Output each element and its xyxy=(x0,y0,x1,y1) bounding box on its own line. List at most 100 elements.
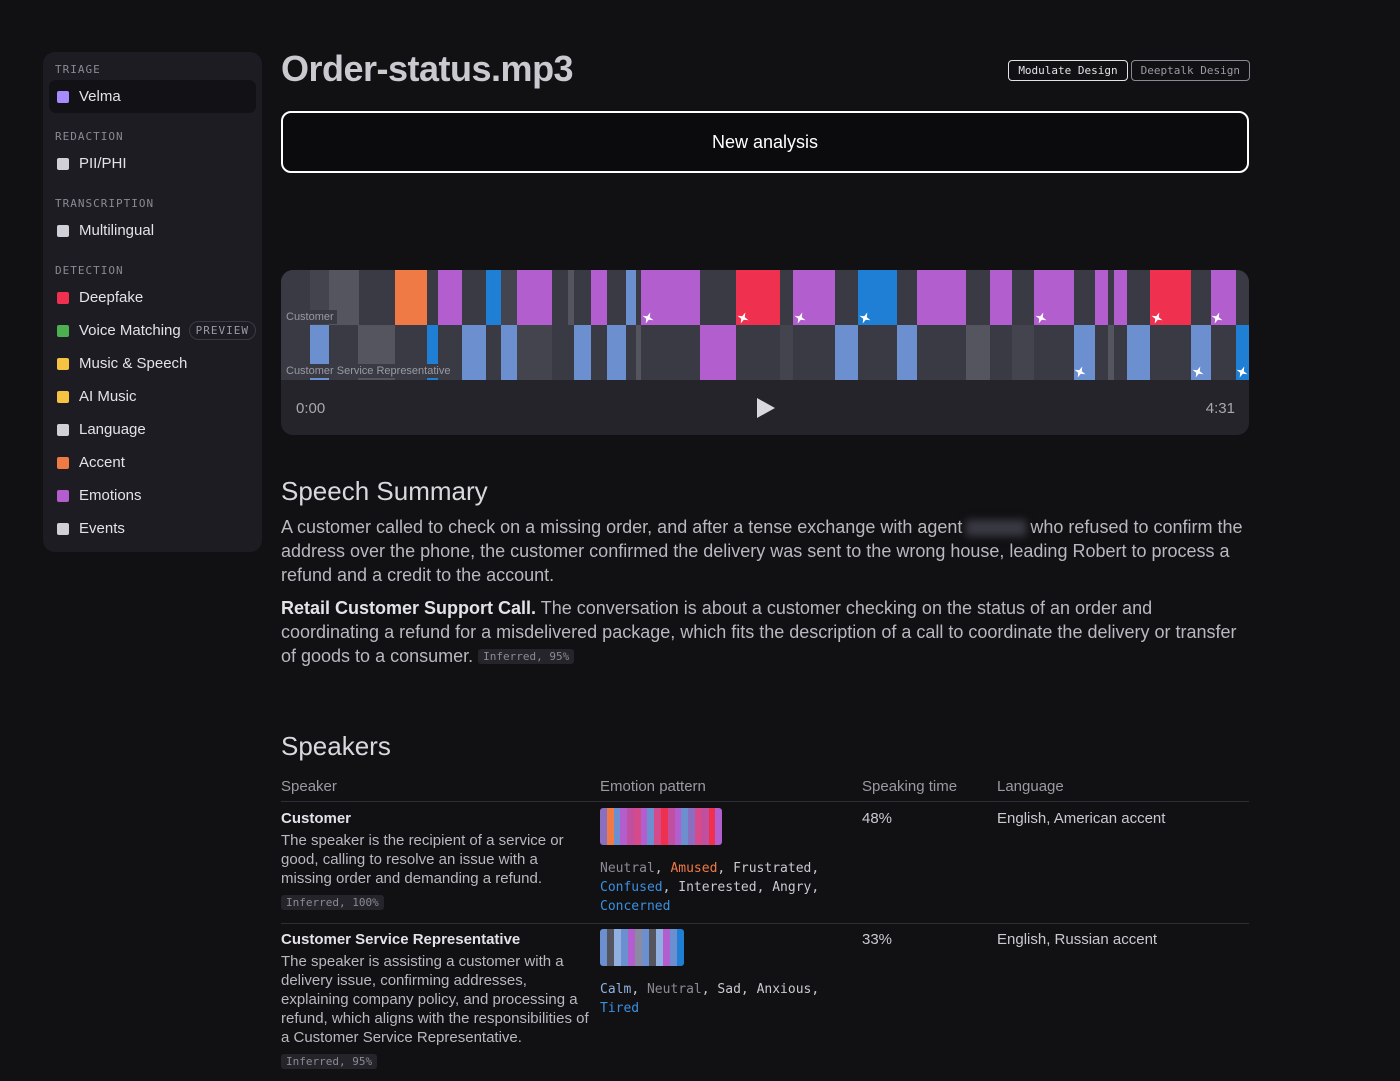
segment xyxy=(966,325,990,380)
emotion-stripe xyxy=(667,808,675,845)
segment xyxy=(641,325,700,380)
segment xyxy=(1211,325,1236,380)
sidebar: TRIAGE Velma REDACTION PII/PHI TRANSCRIPTION… xyxy=(43,52,262,552)
emotion-stripe xyxy=(670,929,677,966)
icon xyxy=(57,390,69,403)
play-button[interactable] xyxy=(755,397,777,419)
segment xyxy=(1191,270,1211,325)
section-title: TRANSCRIPTION xyxy=(55,197,155,210)
segment xyxy=(486,270,501,325)
icon xyxy=(57,90,69,103)
segment xyxy=(990,325,1012,380)
text: who refused to confirm the address over … xyxy=(281,517,1243,585)
nav-item[interactable]: AI Music xyxy=(49,380,256,413)
nav-label: Music & Speech xyxy=(79,355,188,372)
emotion-list: CalmNeutralSadAnxious Tired xyxy=(600,980,830,1018)
summary-paragraph: A customer called to check on a missing … xyxy=(281,515,1249,587)
nav-item[interactable]: Multilingual xyxy=(49,214,256,247)
segment xyxy=(1191,325,1211,380)
segment xyxy=(438,270,462,325)
column-header: Language xyxy=(997,778,1064,795)
summary-paragraph: Retail Customer Support Call. The conver… xyxy=(281,596,1249,669)
segment xyxy=(636,270,641,325)
nav-item[interactable]: PII/PHI xyxy=(49,147,256,180)
emotion-stripe xyxy=(613,808,621,845)
emotion-cell: NeutralAmusedFrustrated ConfusedIntereste… xyxy=(600,808,830,916)
emotion: Interested xyxy=(678,880,772,895)
section-heading: Speech Summary xyxy=(281,476,488,506)
segment xyxy=(591,270,607,325)
lead: Retail Customer Support Call. xyxy=(281,598,537,618)
icon xyxy=(57,291,69,304)
emotion: Concerned xyxy=(600,899,671,914)
design-tabs: Modulate Design Deeptalk Design xyxy=(1008,60,1250,81)
section-title: TRIAGE xyxy=(55,63,101,76)
emotion-stripe xyxy=(606,808,614,845)
segment xyxy=(1114,325,1127,380)
segment xyxy=(793,325,835,380)
emotion-stripe xyxy=(642,929,649,966)
inferred-badge: Inferred, 95% xyxy=(478,649,575,665)
segment xyxy=(462,270,486,325)
nav-item[interactable]: Voice Matching PREVIEW xyxy=(49,314,256,347)
text: The conversation is about a customer che… xyxy=(281,598,1237,666)
event-marker xyxy=(642,312,654,324)
segment xyxy=(897,270,917,325)
icon xyxy=(57,423,69,436)
nav-label: Emotions xyxy=(79,487,142,504)
segment xyxy=(1127,270,1150,325)
emotion-stripe xyxy=(701,808,709,845)
segment xyxy=(1127,325,1150,380)
segment xyxy=(700,270,736,325)
emotion: Neutral xyxy=(600,861,670,876)
nav-item[interactable]: Deepfake xyxy=(49,281,256,314)
section-heading: Speakers xyxy=(281,731,391,761)
emotion-stripe xyxy=(715,808,722,845)
emotion: Anxious xyxy=(757,982,820,997)
tab[interactable]: Modulate Design xyxy=(1008,60,1128,81)
segment xyxy=(574,325,591,380)
start-time: 0:00 xyxy=(296,400,326,417)
nav-item[interactable]: Music & Speech xyxy=(49,347,256,380)
column-header: Speaker xyxy=(281,778,337,795)
emotion-stripe xyxy=(656,929,663,966)
lane-label: Customer Service Representative xyxy=(283,364,454,378)
audio-player: Customer Customer Service Representative… xyxy=(281,270,1249,435)
segment xyxy=(858,325,897,380)
segment xyxy=(1114,270,1127,325)
segment xyxy=(1012,270,1034,325)
segment xyxy=(427,325,438,380)
segment xyxy=(835,325,858,380)
segment xyxy=(1211,270,1236,325)
emotion-bar xyxy=(600,808,722,845)
emotion-stripe xyxy=(628,929,635,966)
tab[interactable]: Deeptalk Design xyxy=(1130,60,1250,81)
nav-label: Deepfake xyxy=(79,289,144,306)
icon xyxy=(57,489,69,502)
emotion-stripe xyxy=(708,808,716,845)
nav-item[interactable]: Language xyxy=(49,413,256,446)
nav-item[interactable]: Accent xyxy=(49,446,256,479)
speaker-cell: Customer Service Representative The speak… xyxy=(281,931,591,1071)
emotion-stripe xyxy=(663,929,670,966)
nav-item[interactable]: Events xyxy=(49,512,256,545)
new-analysis-button[interactable]: New analysis xyxy=(281,111,1249,173)
speaker-description: The speaker is assisting a customer with… xyxy=(281,953,589,1046)
emotion-cell: CalmNeutralSadAnxious Tired xyxy=(600,929,830,1018)
column-header: Speaking time xyxy=(862,778,958,795)
emotion: Tired xyxy=(600,1001,640,1016)
nav-label: Velma xyxy=(79,88,121,105)
segment xyxy=(607,325,626,380)
preview-badge: PREVIEW xyxy=(188,321,256,340)
emotion-stripe xyxy=(627,808,634,845)
event-marker xyxy=(1151,312,1163,324)
emotion-stripe xyxy=(688,808,695,845)
nav-item[interactable]: Emotions xyxy=(49,479,256,512)
text: A customer called to check on a missing … xyxy=(281,517,963,537)
segment xyxy=(574,270,591,325)
nav-item[interactable]: Velma xyxy=(49,80,256,113)
emotion-stripe xyxy=(633,808,641,845)
nav-label: Language xyxy=(79,421,146,438)
emotion-bar xyxy=(600,929,684,966)
emotion-stripe xyxy=(614,929,621,966)
